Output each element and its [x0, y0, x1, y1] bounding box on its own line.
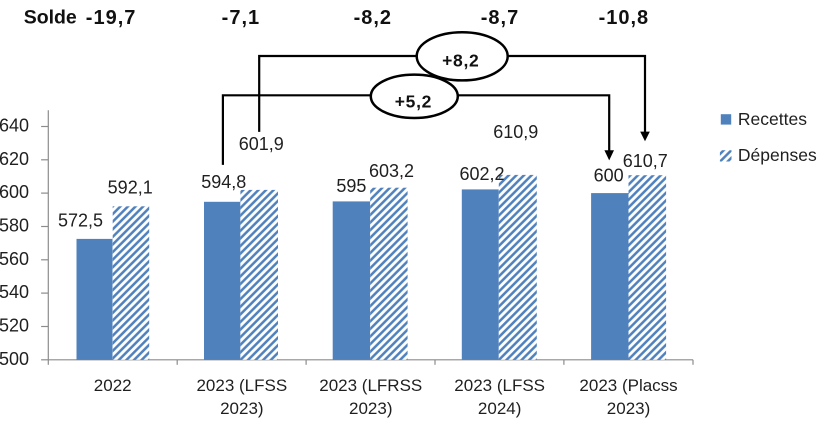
svg-text:592,1: 592,1	[108, 177, 153, 197]
svg-text:2024): 2024)	[478, 399, 521, 418]
svg-text:Solde: Solde	[24, 7, 77, 29]
svg-text:600: 600	[0, 182, 29, 202]
svg-text:2023): 2023)	[349, 399, 392, 418]
svg-text:-10,8: -10,8	[599, 7, 650, 29]
svg-text:500: 500	[0, 349, 29, 369]
svg-text:2022: 2022	[94, 376, 132, 395]
svg-text:600: 600	[594, 166, 624, 186]
svg-text:2023): 2023)	[607, 399, 650, 418]
svg-text:2023): 2023)	[220, 399, 263, 418]
svg-text:-7,1: -7,1	[222, 7, 260, 29]
svg-text:2023 (LFSS: 2023 (LFSS	[454, 376, 545, 395]
svg-text:Recettes: Recettes	[738, 109, 807, 129]
svg-text:640: 640	[0, 116, 29, 136]
svg-text:603,2: 603,2	[369, 161, 414, 181]
svg-text:-8,2: -8,2	[354, 7, 392, 29]
svg-text:602,2: 602,2	[459, 164, 504, 184]
svg-text:595: 595	[336, 176, 366, 196]
svg-text:2023 (LFSS: 2023 (LFSS	[196, 376, 287, 395]
svg-text:572,5: 572,5	[58, 210, 103, 230]
svg-text:2023 (Placss: 2023 (Placss	[579, 376, 677, 395]
svg-text:610,7: 610,7	[623, 151, 668, 171]
svg-text:2023 (LFRSS: 2023 (LFRSS	[319, 376, 422, 395]
svg-text:560: 560	[0, 249, 29, 269]
svg-text:+8,2: +8,2	[442, 50, 479, 70]
svg-text:Dépenses: Dépenses	[738, 145, 817, 165]
svg-text:610,9: 610,9	[493, 122, 538, 142]
svg-text:520: 520	[0, 316, 29, 336]
svg-text:594,8: 594,8	[201, 172, 246, 192]
svg-text:-8,7: -8,7	[481, 7, 519, 29]
svg-text:+5,2: +5,2	[395, 91, 432, 111]
svg-text:580: 580	[0, 216, 29, 236]
svg-text:540: 540	[0, 282, 29, 302]
svg-text:-19,7: -19,7	[86, 7, 137, 29]
svg-text:601,9: 601,9	[239, 134, 284, 154]
svg-text:620: 620	[0, 149, 29, 169]
